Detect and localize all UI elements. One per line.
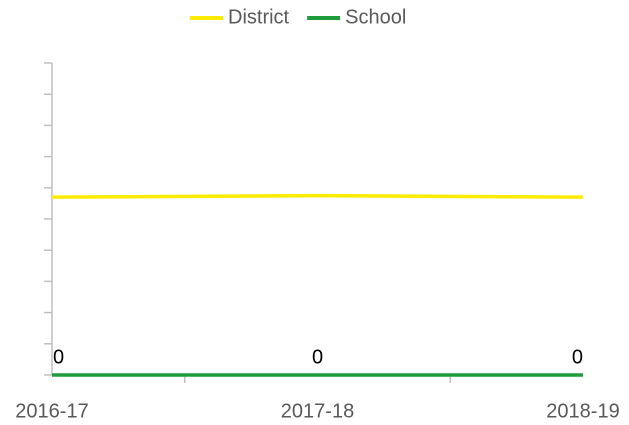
- series-line: [51, 193, 584, 199]
- value-label: 0: [312, 346, 323, 368]
- legend-label: District: [228, 6, 290, 28]
- x-tick-label: 2017-18: [281, 400, 354, 422]
- value-label: 0: [53, 346, 64, 368]
- x-tick-label: 2016-17: [15, 400, 88, 422]
- x-tick-label: 2018-19: [546, 400, 619, 422]
- value-label: 0: [572, 346, 583, 368]
- legend-label: School: [345, 6, 406, 28]
